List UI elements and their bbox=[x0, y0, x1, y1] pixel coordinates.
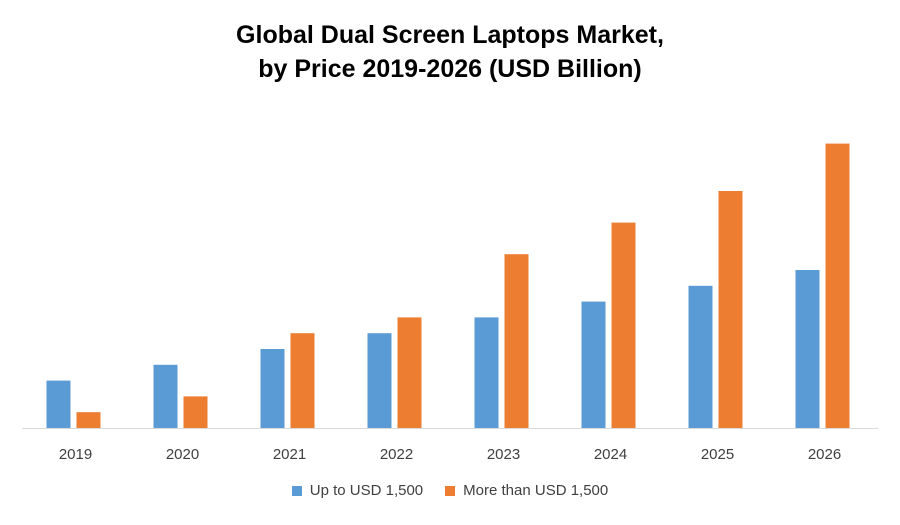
x-tick-label-2020: 2020 bbox=[166, 446, 199, 463]
legend-label-up-to-1500: Up to USD 1,500 bbox=[309, 482, 424, 499]
chart-title-line-2: by Price 2019-2026 (USD Billion) bbox=[258, 55, 642, 83]
chart-title: Global Dual Screen Laptops Market, by Pr… bbox=[0, 18, 900, 86]
bar-up-to-1500-2026 bbox=[795, 270, 820, 428]
bar-up-to-1500-2023 bbox=[474, 317, 499, 428]
bar-up-to-1500-2024 bbox=[581, 301, 606, 428]
legend-label-more-than-1500: More than USD 1,500 bbox=[463, 482, 609, 499]
x-tick-label-2025: 2025 bbox=[701, 446, 734, 463]
bar-up-to-1500-2021 bbox=[260, 349, 285, 428]
bar-up-to-1500-2020 bbox=[153, 364, 178, 428]
bar-up-to-1500-2022 bbox=[367, 333, 392, 428]
bar-more-than-1500-2021 bbox=[290, 333, 315, 428]
bar-up-to-1500-2025 bbox=[688, 285, 713, 428]
bar-up-to-1500-2019 bbox=[46, 380, 71, 428]
x-tick-label-2022: 2022 bbox=[380, 446, 413, 463]
bar-more-than-1500-2024 bbox=[611, 222, 636, 428]
x-tick-label-2023: 2023 bbox=[487, 446, 520, 463]
x-tick-label-2026: 2026 bbox=[808, 446, 841, 463]
bar-more-than-1500-2026 bbox=[825, 143, 850, 428]
legend-swatch-more-than-1500 bbox=[445, 485, 456, 496]
legend-item-up-to-1500: Up to USD 1,500 bbox=[291, 482, 424, 499]
x-tick-label-2021: 2021 bbox=[273, 446, 306, 463]
chart-legend: Up to USD 1,500 More than USD 1,500 bbox=[0, 482, 900, 499]
legend-item-more-than-1500: More than USD 1,500 bbox=[445, 482, 608, 499]
bar-more-than-1500-2025 bbox=[718, 191, 743, 428]
bar-more-than-1500-2023 bbox=[504, 254, 529, 428]
bar-more-than-1500-2019 bbox=[76, 412, 101, 428]
bar-more-than-1500-2020 bbox=[183, 396, 208, 428]
chart-title-line-1: Global Dual Screen Laptops Market, bbox=[236, 21, 664, 49]
legend-swatch-up-to-1500 bbox=[291, 485, 302, 496]
bar-more-than-1500-2022 bbox=[397, 317, 422, 428]
x-tick-label-2019: 2019 bbox=[59, 446, 92, 463]
x-tick-label-2024: 2024 bbox=[594, 446, 627, 463]
